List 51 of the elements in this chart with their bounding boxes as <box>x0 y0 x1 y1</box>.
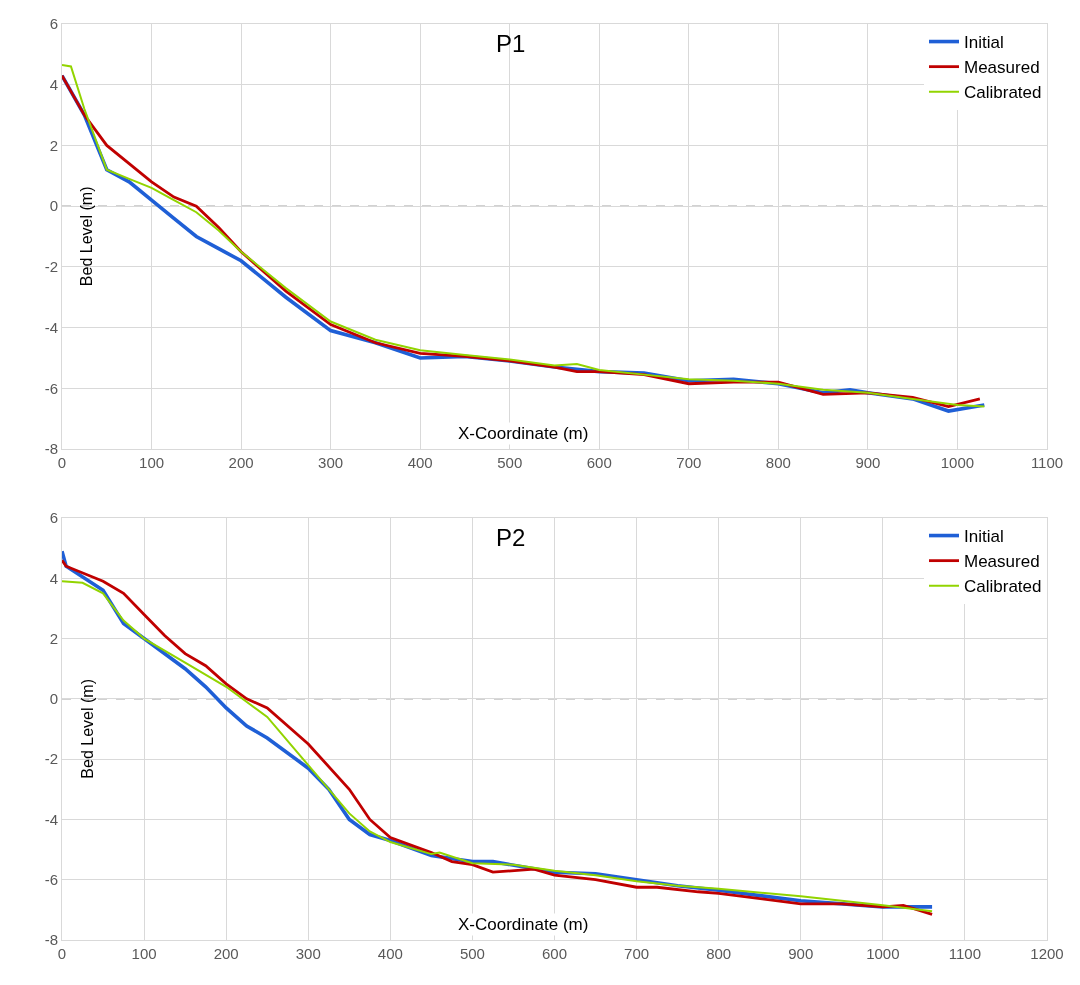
y-tick-label: 6 <box>49 15 58 33</box>
y-axis-title: Bed Level (m) <box>78 186 96 287</box>
y-tick-label: 4 <box>49 569 58 587</box>
y-tick-label: -2 <box>44 258 58 276</box>
x-tick-label: 700 <box>676 454 702 471</box>
y-tick-label: 2 <box>49 629 58 647</box>
y-tick-label: 0 <box>49 690 58 708</box>
y-tick-label: -4 <box>44 810 58 828</box>
x-tick-label: 1000 <box>866 945 900 962</box>
x-tick-label: 500 <box>497 454 523 471</box>
chart-title: P2 <box>496 524 526 551</box>
x-tick-label: 400 <box>377 945 403 962</box>
x-tick-label: 1200 <box>1030 945 1064 962</box>
x-axis-title: X-Coordinate (m) <box>458 915 589 934</box>
legend-label: Calibrated <box>964 577 1042 597</box>
y-tick-label: 6 <box>49 509 58 527</box>
x-tick-label: 300 <box>318 454 344 471</box>
x-tick-label: 800 <box>706 945 732 962</box>
x-tick-label: 700 <box>624 945 650 962</box>
chart-title: P1 <box>496 30 526 57</box>
x-axis-title: X-Coordinate (m) <box>458 424 589 443</box>
legend-label: Calibrated <box>964 83 1042 103</box>
y-tick-label: 0 <box>49 197 58 215</box>
x-tick-label: 200 <box>213 945 239 962</box>
y-tick-label: -4 <box>44 318 58 336</box>
y-tick-label: -6 <box>44 379 58 397</box>
x-tick-label: 400 <box>407 454 433 471</box>
x-tick-label: 800 <box>765 454 791 471</box>
legend-label: Measured <box>964 552 1040 572</box>
y-tick-label: -2 <box>44 750 58 768</box>
y-axis-title: Bed Level (m) <box>78 679 96 779</box>
y-tick-label: 2 <box>49 136 58 154</box>
legend-label: Initial <box>964 527 1004 547</box>
legend-label: Initial <box>964 33 1004 53</box>
x-tick-label: 900 <box>788 945 814 962</box>
x-tick-label: 900 <box>855 454 881 471</box>
x-tick-label: 300 <box>295 945 321 962</box>
y-tick-label: -8 <box>44 440 58 458</box>
x-tick-label: 600 <box>586 454 612 471</box>
x-tick-label: 1100 <box>948 945 982 962</box>
x-tick-label: 1100 <box>1030 454 1064 471</box>
x-tick-label: 100 <box>131 945 157 962</box>
x-tick-label: 100 <box>139 454 165 471</box>
x-tick-label: 1000 <box>940 454 975 471</box>
y-tick-label: 4 <box>49 75 58 93</box>
x-tick-label: 200 <box>228 454 254 471</box>
y-tick-label: -8 <box>44 931 58 949</box>
x-tick-label: 500 <box>459 945 485 962</box>
y-tick-label: -6 <box>44 870 58 888</box>
legend-label: Measured <box>964 58 1040 78</box>
x-tick-label: 600 <box>541 945 568 962</box>
